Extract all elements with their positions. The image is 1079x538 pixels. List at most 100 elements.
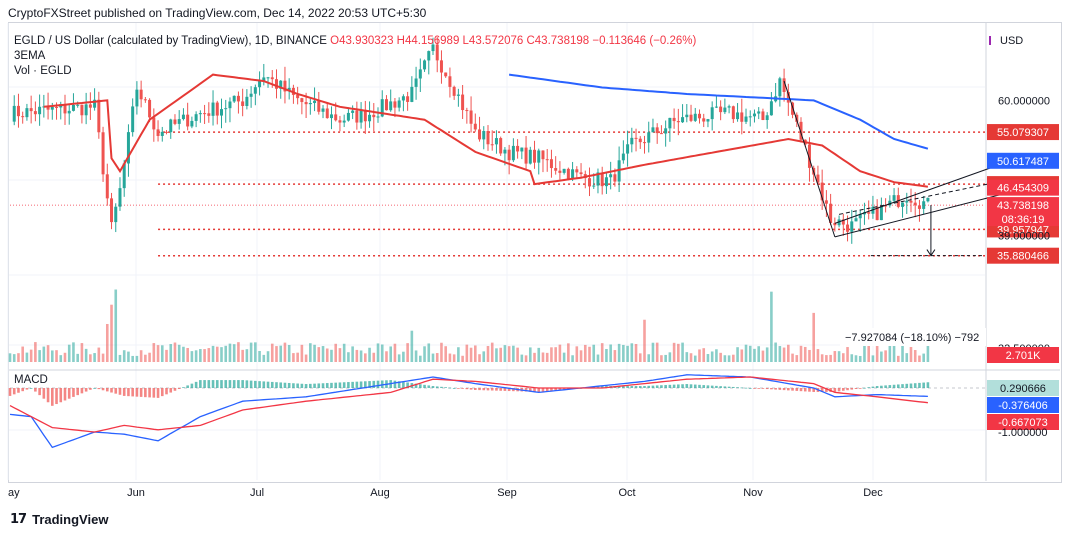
candle-body xyxy=(21,116,25,118)
volume-bar xyxy=(803,346,807,362)
candle-body xyxy=(799,121,803,140)
macd-histogram-bar xyxy=(706,385,710,388)
macd-histogram-bar xyxy=(325,383,329,388)
countdown-text: 08:36:19 xyxy=(1002,214,1045,226)
macd-histogram-bar xyxy=(765,388,769,390)
macd-histogram-bar xyxy=(355,381,359,388)
candle-body xyxy=(423,60,427,70)
candle-body xyxy=(29,108,33,112)
macd-label: MACD xyxy=(14,374,48,386)
candle-body xyxy=(236,95,240,102)
volume-bar xyxy=(478,354,481,362)
volume-bar xyxy=(770,291,773,362)
tradingview-logo-text: TradingView xyxy=(32,512,109,527)
candle-body xyxy=(389,101,393,111)
volume-bar xyxy=(689,353,693,362)
candle-body xyxy=(55,106,59,108)
macd-histogram-bar xyxy=(478,388,481,391)
volume-bar xyxy=(660,355,663,362)
volume-bar xyxy=(190,351,194,362)
macd-histogram-bar xyxy=(799,388,803,392)
volume-bar xyxy=(596,354,600,362)
macd-histogram-bar xyxy=(803,388,807,392)
candle-body xyxy=(406,96,410,102)
candle-body xyxy=(888,200,892,206)
macd-histogram-bar xyxy=(321,383,325,388)
tradingview-footer[interactable]: 17 TradingView xyxy=(10,512,108,527)
macd-histogram-bar xyxy=(406,382,409,388)
channel-line xyxy=(838,179,1007,215)
macd-histogram-bar xyxy=(262,381,266,388)
volume-bar xyxy=(575,346,579,362)
volume-bar xyxy=(402,351,405,362)
macd-histogram-bar xyxy=(846,388,849,391)
volume-bar xyxy=(820,354,824,362)
volume-bar xyxy=(110,304,113,362)
moving-averages xyxy=(43,73,929,188)
price-tag xyxy=(987,152,1059,169)
macd-histogram-bar xyxy=(283,382,287,388)
volume-bar xyxy=(89,354,92,362)
volume-bar xyxy=(254,342,257,362)
volume-bar xyxy=(279,345,283,362)
macd-histogram-bar xyxy=(685,384,689,388)
volume-bar xyxy=(12,354,16,362)
level-tag xyxy=(987,124,1059,141)
macd-histogram-bar xyxy=(186,385,189,388)
candle-body xyxy=(702,118,706,122)
candle-body xyxy=(97,99,101,133)
time-axis[interactable]: ay Jun Jul Aug Sep Oct Nov Dec xyxy=(8,487,883,499)
volume-bar xyxy=(359,350,363,362)
macd-histogram-bar xyxy=(550,388,553,391)
volume-bar xyxy=(148,352,151,362)
macd-histogram-bar xyxy=(334,382,338,388)
volume-bar xyxy=(842,353,845,362)
volume-bar xyxy=(186,347,189,362)
macd-histogram-bar xyxy=(300,383,304,388)
volume-bar xyxy=(457,347,460,362)
volume-bar xyxy=(440,342,443,362)
candle-body xyxy=(452,86,456,96)
candle-body xyxy=(554,168,558,171)
candle-body xyxy=(685,114,689,118)
macd-histogram-bar xyxy=(858,388,862,389)
candle-body xyxy=(643,142,646,144)
candle-body xyxy=(156,129,160,136)
volume-bar xyxy=(715,349,718,362)
macd-histogram-bar xyxy=(245,380,249,388)
volume-bar xyxy=(317,347,321,362)
volume-bar xyxy=(266,351,270,362)
volume-bar xyxy=(846,347,849,362)
macd-tag xyxy=(987,397,1059,413)
candle-body xyxy=(528,149,532,164)
volume-bar xyxy=(799,345,803,362)
macd-histogram-bar xyxy=(59,388,63,403)
volume-bar xyxy=(516,347,519,362)
price-axis[interactable]: 55.07930747.00518239.95794735.880466USD6… xyxy=(987,35,1059,439)
volume-bar xyxy=(270,343,274,362)
candle-body xyxy=(681,117,685,123)
macd-tag-text: 0.290666 xyxy=(1000,383,1046,395)
candle-body xyxy=(791,102,795,115)
volume-bar xyxy=(677,343,680,362)
symbol-label[interactable]: EGLD / US Dollar (calculated by TradingV… xyxy=(14,35,327,47)
volume-legend[interactable]: Vol · EGLD xyxy=(14,65,72,77)
volume-bar xyxy=(499,347,502,362)
macd-histogram-bar xyxy=(232,380,236,388)
volume-bar xyxy=(29,349,33,362)
volume-bar xyxy=(406,343,409,362)
ema-legend[interactable]: 3EMA xyxy=(14,50,46,62)
macd-histogram-bar xyxy=(135,388,139,397)
candle-body xyxy=(922,201,926,209)
volume-bar xyxy=(528,347,532,362)
volume-bar xyxy=(55,350,58,362)
volume-bar xyxy=(761,350,765,362)
volume-bar xyxy=(736,347,739,362)
candle-body xyxy=(63,104,67,114)
macd-histogram-bar xyxy=(224,380,228,388)
level-tag-text: 39.957947 xyxy=(997,224,1049,236)
volume-bar xyxy=(888,343,892,362)
volume-bar xyxy=(723,355,727,362)
volume-bar xyxy=(127,351,130,362)
